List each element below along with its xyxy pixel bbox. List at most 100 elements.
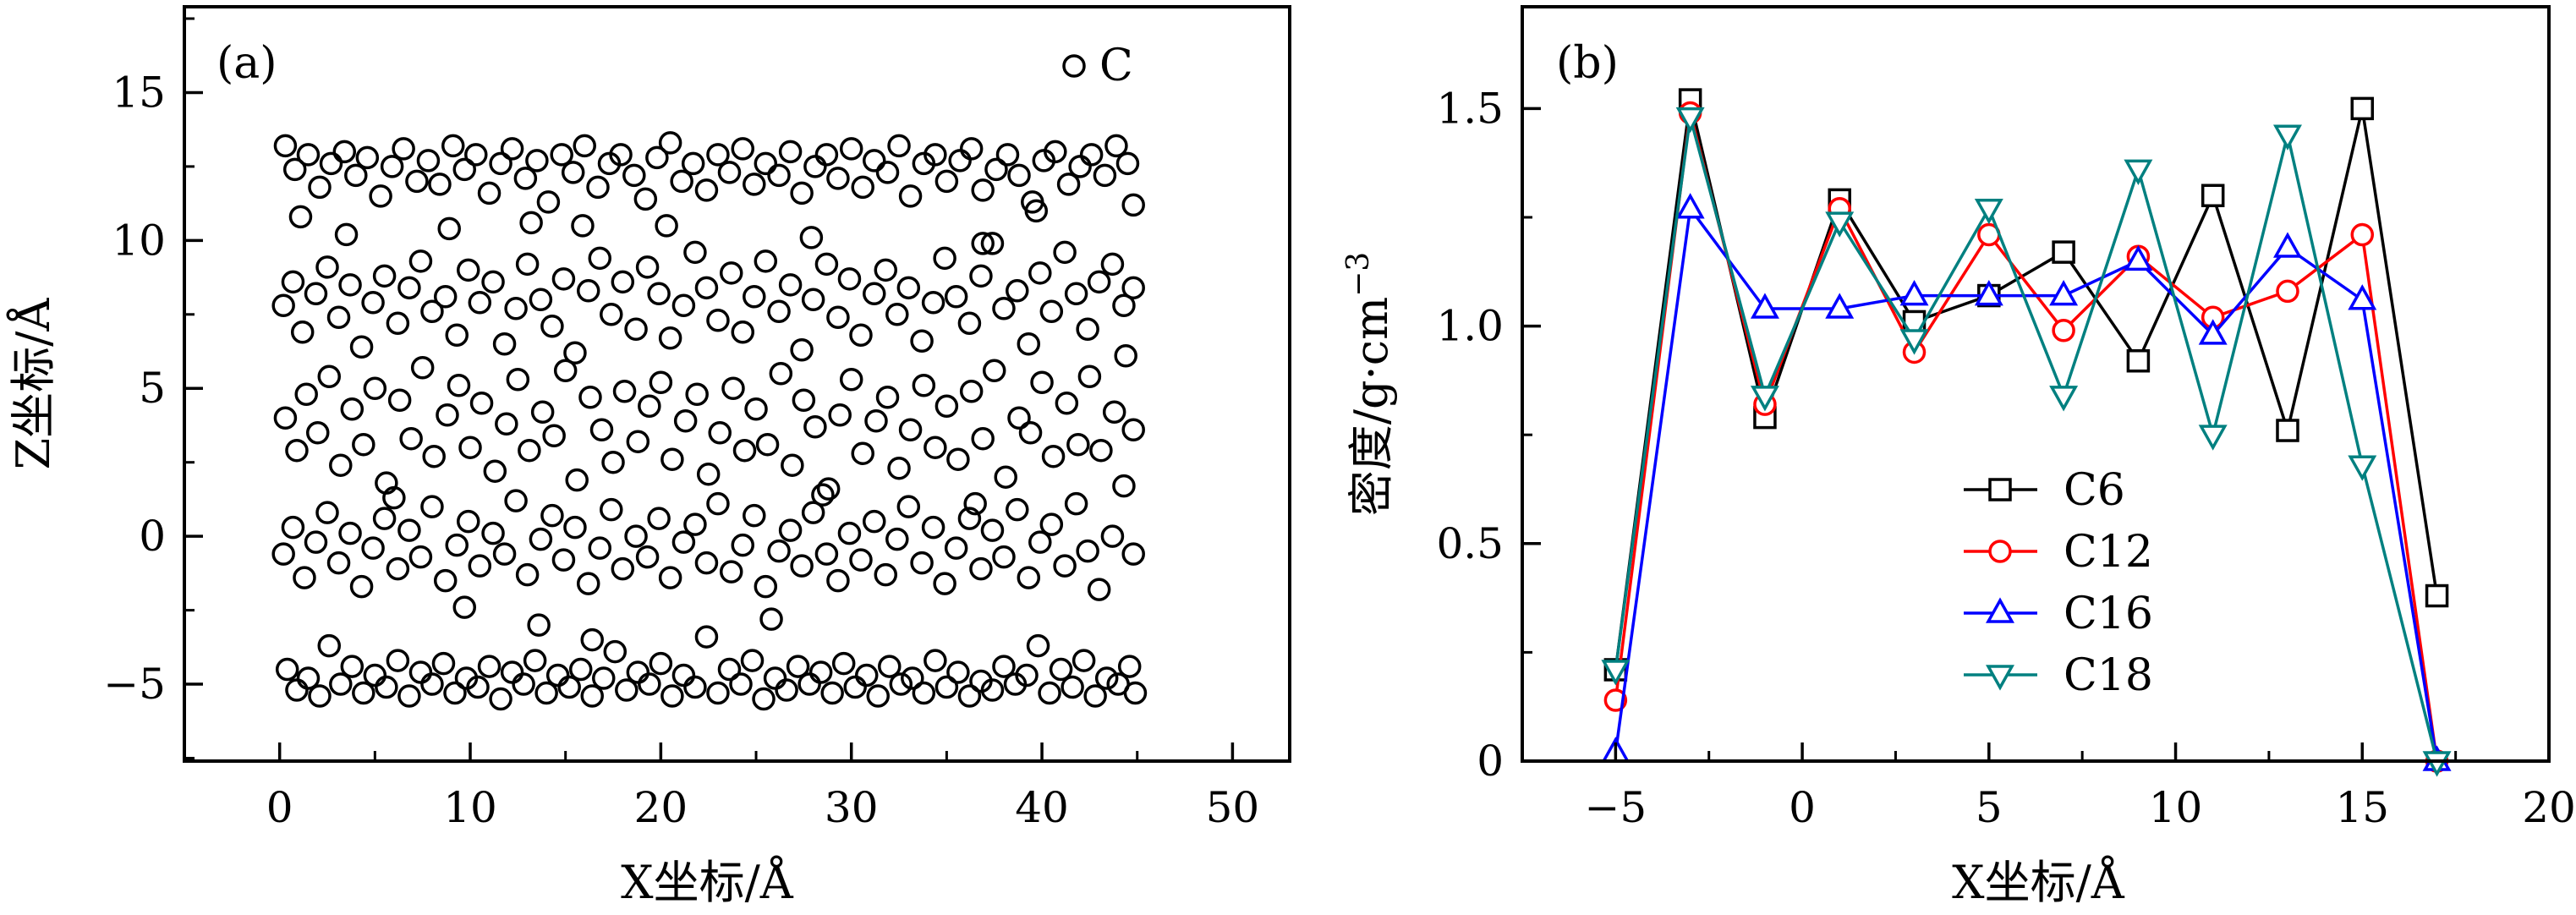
scatter-point-c <box>755 432 780 457</box>
scatter-point-c <box>887 134 911 158</box>
scatter-point-c <box>944 285 968 309</box>
scatter-point-c <box>489 687 512 711</box>
scatter-point-c <box>797 672 821 696</box>
scatter-point-c <box>694 551 719 575</box>
scatter-point-c <box>854 663 879 688</box>
scatter-point-c <box>921 515 945 540</box>
scatter-point-c <box>831 651 856 676</box>
scatter-point-c <box>717 161 742 184</box>
scatter-point-c <box>433 285 458 309</box>
scatter-point-c <box>1044 140 1067 164</box>
scatter-point-c <box>1117 655 1142 678</box>
scatter-point-c <box>563 515 587 540</box>
scatter-point-c <box>980 232 1005 255</box>
scatter-point-c <box>542 424 566 447</box>
scatter-point-c <box>492 542 517 566</box>
legend-b: C6 C12 C16 C18 <box>1964 465 2153 701</box>
y-tick-label: 0.5 <box>1436 519 1504 568</box>
scatter-point-c <box>843 675 867 699</box>
scatter-point-c <box>778 273 803 297</box>
scatter-point-c <box>957 311 982 336</box>
x-tick-label: 20 <box>2522 783 2576 832</box>
scatter-point-c <box>921 291 945 315</box>
data-point-c12 <box>2350 222 2375 247</box>
scatter-point-c <box>767 163 791 188</box>
series-line-c16 <box>1614 205 2439 762</box>
scatter-point-c <box>464 143 488 167</box>
scatter-point-c <box>649 370 673 395</box>
scatter-point-c <box>948 149 972 173</box>
legend-marker <box>1988 540 2012 563</box>
legend-label: C12 <box>2064 527 2153 578</box>
scatter-point-c <box>786 655 810 678</box>
scatter-point-c <box>457 258 480 282</box>
scatter-point-c <box>934 394 959 418</box>
data-point-c16 <box>1825 293 1855 319</box>
scatter-point-c <box>1115 151 1140 176</box>
scatter-point-c <box>946 660 970 684</box>
y-axis-label-b: 密度/g·cm−3 <box>1341 252 1398 516</box>
scatter-point-c <box>422 444 446 468</box>
axis-ticks-a: 0 10 20 30 40 50 −5 0 5 10 15 <box>103 17 1260 832</box>
scatter-point-c <box>468 554 492 578</box>
scatter-point-c <box>1100 252 1125 277</box>
scatter-point-c <box>874 562 898 587</box>
y-axis-label-b-main: 密度/g·cm <box>1345 297 1398 516</box>
scatter-point-c <box>369 184 392 208</box>
scatter-point-c <box>525 149 549 173</box>
scatter-point-c <box>420 495 444 518</box>
scatter-point-c <box>984 157 1008 182</box>
scatter-point-c <box>1114 344 1137 368</box>
scatter-point-c <box>790 181 814 205</box>
scatter-point-c <box>578 385 602 409</box>
scatter-point-c <box>611 556 635 581</box>
scatter-point-c <box>681 151 705 176</box>
x-tick-label: 50 <box>1206 783 1260 832</box>
scatter-point-c <box>957 507 982 530</box>
scatter-point-c <box>934 169 959 194</box>
series-line-c12 <box>1614 112 2439 762</box>
series-c18 <box>1601 107 2452 777</box>
y-axis-label-b-exponent: −3 <box>1341 252 1376 297</box>
scatter-point-c <box>308 684 332 708</box>
scatter-point-c <box>483 459 507 483</box>
scatter-point-c <box>1076 317 1099 342</box>
scatter-point-c <box>878 655 902 678</box>
scatter-point-c <box>523 649 547 672</box>
scatter-point-c <box>721 376 745 400</box>
scatter-point-c <box>896 276 921 300</box>
plot-frame-a <box>183 5 1291 763</box>
scatter-point-c <box>1017 332 1041 356</box>
scatter-point-c <box>512 672 535 696</box>
scatter-point-c <box>571 214 595 238</box>
scatter-point-c <box>814 542 839 566</box>
scatter-point-c <box>754 151 778 176</box>
scatter-point-c <box>910 551 934 575</box>
x-tick-label: 20 <box>634 783 688 832</box>
scatter-point-c <box>969 556 993 581</box>
scatter-point-c <box>601 450 625 474</box>
scatter-point-c <box>563 341 587 365</box>
scatter-point-c <box>452 157 477 182</box>
y-tick-label: 0 <box>139 512 166 561</box>
scatter-point-c <box>397 518 421 542</box>
scatter-point-c <box>492 332 517 356</box>
scatter-point-c <box>924 649 947 672</box>
legend-item-c6: C6 <box>1964 465 2125 516</box>
x-axis-label-b: X坐标/Å <box>1952 854 2125 909</box>
scatter-point-c <box>864 408 888 433</box>
data-point-c6 <box>2052 240 2075 264</box>
scatter-point-c <box>504 297 528 321</box>
scatter-point-c <box>626 660 650 684</box>
scatter-point-c <box>1068 155 1092 178</box>
scatter-point-c <box>896 495 921 518</box>
scatter-point-c <box>717 657 742 682</box>
y-axis-label-a: Z坐标/Å <box>5 298 60 470</box>
scatter-point-c <box>495 412 518 436</box>
scatter-point-c <box>1094 666 1119 690</box>
scatter-point-c <box>957 684 982 708</box>
scatter-point-c <box>1087 578 1111 601</box>
scatter-point-c <box>329 453 353 477</box>
data-point-c6 <box>2425 584 2449 608</box>
data-point-c18 <box>1825 211 1855 238</box>
